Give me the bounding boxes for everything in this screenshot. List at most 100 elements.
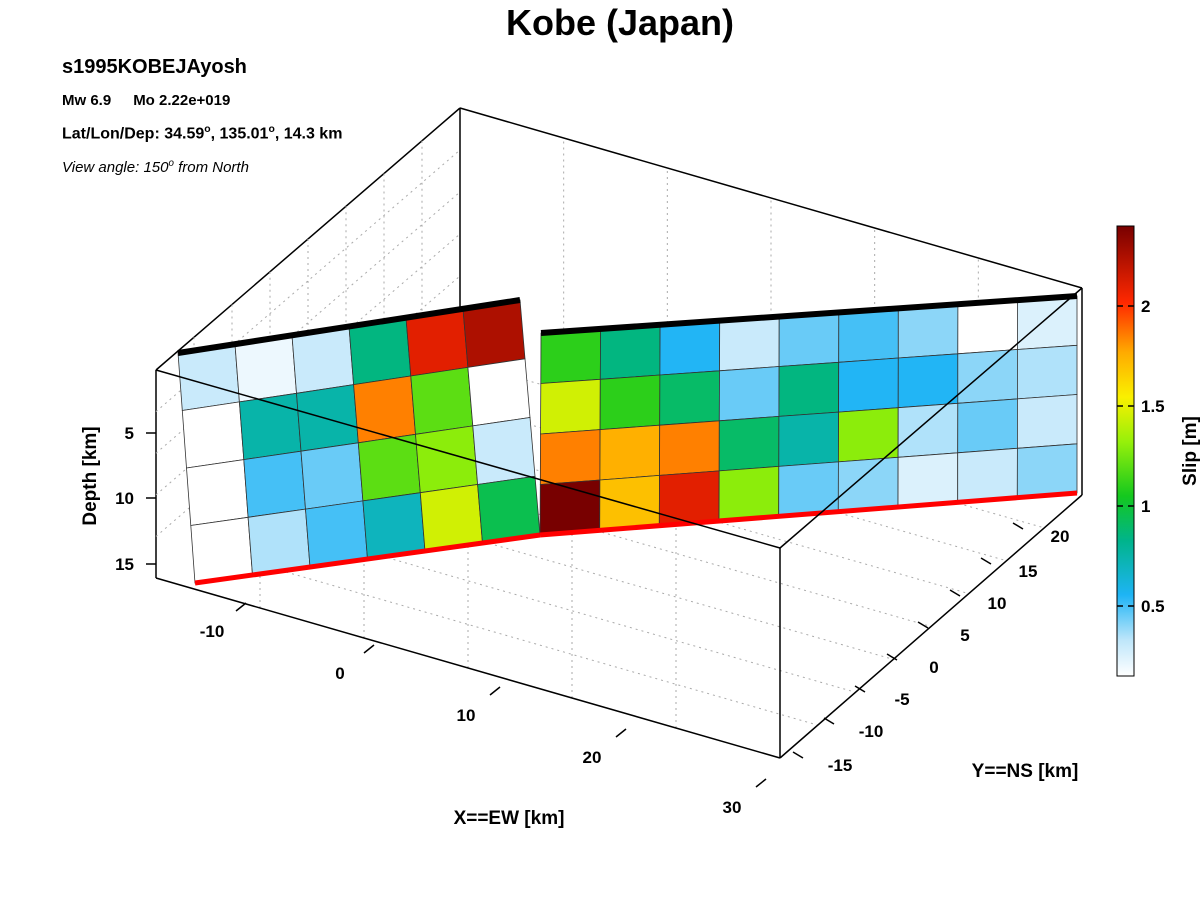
box-edge: [155, 577, 781, 759]
x-tick-label: 20: [583, 748, 602, 767]
slip-patch: [838, 357, 899, 413]
slip-patch: [539, 429, 601, 485]
moment-value: Mo 2.22e+019: [133, 92, 231, 109]
y-tick-label: 15: [1019, 562, 1038, 581]
slip-patch: [419, 484, 483, 552]
slip-patch: [472, 417, 536, 485]
slip-patch: [296, 384, 359, 452]
x-axis-label: X==EW [km]: [454, 808, 565, 829]
slip-patch: [778, 361, 840, 417]
y-tick: [854, 685, 866, 693]
slip-patch: [658, 470, 720, 527]
slip-patch: [718, 415, 780, 472]
y-axis-label: Y==NS [km]: [972, 761, 1079, 782]
slip-patch: [897, 353, 959, 409]
y-tick: [949, 589, 961, 597]
slip-patch: [300, 442, 364, 510]
slip-patch: [1017, 344, 1078, 400]
fault-edges: [177, 293, 1078, 586]
slip-patch: [599, 474, 660, 531]
slip-patch: [659, 420, 720, 476]
fault-top-edge: [177, 297, 521, 356]
slip-patch: [897, 452, 959, 508]
box-edge: [459, 107, 1083, 289]
y-tick-label: 10: [988, 594, 1007, 613]
colorbar-tick-label: 0.5: [1141, 597, 1165, 616]
slip-patch: [659, 320, 721, 376]
y-tick: [886, 653, 898, 661]
y-tick: [792, 751, 804, 759]
slip-patch: [410, 366, 474, 435]
slip-patch: [1017, 295, 1078, 350]
axis-ticks: -10 0 10 20 30 -15 -10 -5 0 5 10 15 20 5 10 15: [115, 424, 1069, 817]
slip-patch: [778, 311, 840, 367]
z-tick-label: 10: [115, 489, 134, 508]
slip-patch: [778, 411, 840, 467]
slip-patch: [718, 465, 780, 522]
x-tick-label: -10: [200, 622, 225, 641]
slip-patch: [247, 508, 311, 576]
x-tick: [755, 778, 767, 788]
slip-patches: [177, 295, 1078, 584]
slip-patch: [305, 500, 368, 568]
y-tick: [823, 717, 835, 725]
slip-patch: [659, 370, 720, 426]
y-tick: [917, 621, 929, 629]
depth-value: 14.3 km: [283, 125, 343, 143]
y-tick: [980, 557, 992, 565]
slip-patch: [540, 328, 602, 384]
colorbar-tick-label: 1: [1141, 497, 1150, 516]
slip-patch: [186, 459, 249, 526]
y-tick-label: 0: [929, 658, 938, 677]
slip-patch: [540, 378, 601, 435]
slip-patch: [243, 450, 306, 518]
z-tick-label: 15: [115, 555, 134, 574]
x-tick: [615, 728, 627, 738]
fault-top-edge: [540, 293, 1078, 336]
box-edge: [779, 494, 1083, 759]
x-tick-label: 30: [723, 798, 742, 817]
slip-patch: [957, 447, 1018, 503]
x-tick-label: 10: [457, 706, 476, 725]
slip-patch: [778, 461, 839, 517]
slip-patch: [1017, 394, 1078, 449]
x-tick: [489, 686, 501, 696]
slip-patch: [957, 398, 1018, 454]
slip-patch: [190, 516, 253, 584]
latitude-value: 34.59: [164, 125, 205, 143]
x-tick-label: 0: [335, 664, 344, 683]
colorbar-label: Slip [m]: [1180, 416, 1200, 486]
y-tick-label: -10: [859, 722, 884, 741]
fault-bottom-edge: [539, 490, 1078, 538]
slip-patch: [719, 316, 780, 372]
slip-patch: [467, 358, 531, 427]
event-id: s1995KOBEJAyosh: [62, 56, 247, 78]
view-angle-note: View angle: 150o from North: [62, 158, 249, 176]
slip-patch: [957, 299, 1018, 355]
slip-patch: [599, 374, 661, 431]
axes-box-front: [155, 287, 1083, 759]
location-line: Lat/Lon/Dep: 34.59o, 135.01o, 14.3 km: [62, 124, 343, 143]
slip-patch: [599, 324, 661, 380]
slip-patch: [353, 375, 416, 444]
longitude-value: 135.01: [219, 125, 269, 143]
slip-patch: [718, 366, 780, 422]
slip-patch: [357, 433, 421, 502]
colorbar-tick-label: 2: [1141, 297, 1150, 316]
y-tick-label: 5: [960, 626, 969, 645]
y-tick-label: -15: [828, 756, 853, 775]
slip-patch: [1016, 443, 1078, 499]
slip-patch: [599, 424, 661, 481]
fault-bottom-edge: [194, 532, 541, 586]
z-tick-label: 5: [125, 424, 134, 443]
colorbar-tick-label: 1.5: [1141, 397, 1165, 416]
x-tick: [235, 602, 247, 612]
box-edge: [155, 369, 781, 549]
grid-line: [193, 545, 818, 726]
slip-patch: [897, 402, 959, 458]
y-tick-label: -5: [894, 690, 909, 709]
box-edge: [779, 287, 1083, 549]
magnitude-line: Mw 6.9 Mo 2.22e+019: [62, 92, 230, 109]
y-tick: [1012, 522, 1024, 530]
